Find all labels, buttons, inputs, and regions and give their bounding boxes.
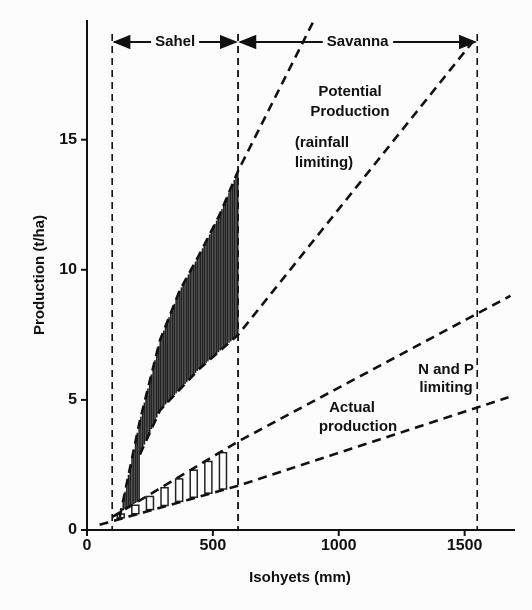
hatch-box — [160, 486, 169, 507]
hatch-box — [218, 451, 228, 490]
y-axis-label: Production (t/ha) — [31, 215, 48, 335]
x-tick-label: 500 — [200, 537, 227, 554]
hatch-box — [189, 469, 199, 499]
annotation: Potential — [318, 83, 381, 100]
annotation: (rainfall — [295, 134, 349, 151]
x-tick-label: 1000 — [321, 537, 357, 554]
region-label-bg — [151, 32, 200, 50]
annotation: production — [319, 418, 397, 435]
region-label: Savanna — [327, 33, 389, 50]
y-tick-label: 15 — [59, 131, 77, 148]
annotation: N and P — [418, 361, 474, 378]
x-axis-label: Isohyets (mm) — [249, 569, 351, 586]
series-line — [99, 396, 509, 527]
annotation: Production — [310, 103, 389, 120]
hatch-box — [145, 495, 155, 511]
annotation: limiting — [419, 379, 472, 396]
region-label: Sahel — [155, 33, 195, 50]
x-tick-label: 0 — [83, 537, 92, 554]
hatch-box — [131, 504, 140, 515]
series-line — [118, 19, 316, 518]
y-tick-label: 10 — [59, 261, 77, 278]
x-tick-label: 1500 — [447, 537, 483, 554]
series-line — [111, 294, 512, 519]
hatch-box — [204, 460, 213, 494]
region-label-bg — [322, 32, 394, 50]
annotation: Actual — [329, 399, 375, 416]
y-tick-label: 5 — [68, 391, 77, 408]
y-tick-label: 0 — [68, 521, 77, 538]
annotation: limiting) — [295, 154, 353, 171]
hatch-box — [174, 478, 184, 503]
series-line — [138, 40, 475, 456]
